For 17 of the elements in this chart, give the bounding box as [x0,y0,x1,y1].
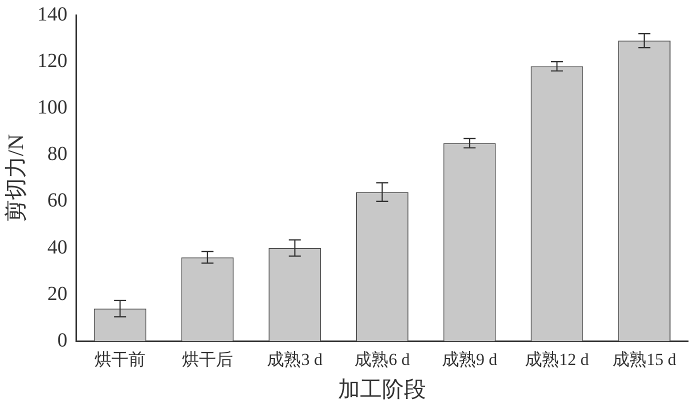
y-tick-label: 0 [57,329,68,352]
y-tick-label: 40 [47,236,68,258]
y-axis-title: 剪切力/N [2,134,28,222]
x-tick-label: 成熟9 d [442,350,498,369]
x-tick-label: 成熟6 d [354,350,410,369]
y-tick-label: 100 [37,96,68,118]
x-axis-title: 加工阶段 [338,376,426,402]
y-tick-label: 120 [37,50,68,72]
y-tick-label: 140 [37,3,68,26]
x-tick-label: 烘干前 [94,350,146,369]
x-tick-label: 成熟15 d [612,350,677,369]
y-tick-label: 80 [47,143,68,166]
y-tick-label: 60 [47,190,68,212]
y-tick-label: 20 [47,282,68,305]
x-tick-label: 成熟12 d [525,350,590,369]
x-tick-label: 成熟3 d [267,350,323,369]
x-tick-label: 烘干后 [182,350,233,369]
